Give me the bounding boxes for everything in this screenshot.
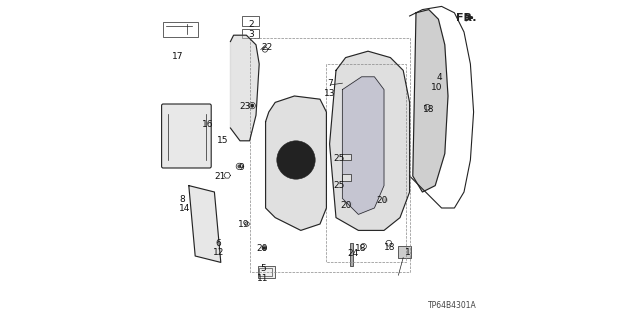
Bar — [259, 268, 272, 276]
Bar — [163, 22, 198, 37]
Bar — [351, 243, 353, 266]
Bar — [342, 154, 351, 160]
Circle shape — [290, 154, 302, 166]
Text: 3: 3 — [248, 30, 254, 39]
Text: 17: 17 — [172, 52, 183, 61]
Text: 21: 21 — [214, 172, 226, 181]
Bar — [342, 174, 351, 181]
Text: 16: 16 — [202, 120, 213, 129]
Text: 2: 2 — [248, 20, 254, 29]
Text: 20: 20 — [376, 196, 388, 205]
Text: 18: 18 — [423, 105, 435, 114]
Bar — [258, 266, 275, 278]
FancyBboxPatch shape — [161, 104, 211, 168]
Circle shape — [251, 104, 253, 107]
Circle shape — [277, 141, 315, 179]
Text: 25: 25 — [333, 154, 344, 163]
Circle shape — [264, 247, 265, 249]
Text: 5: 5 — [260, 264, 266, 273]
Text: 20: 20 — [256, 244, 268, 253]
Circle shape — [238, 165, 241, 168]
Text: 11: 11 — [257, 274, 269, 283]
Text: 8: 8 — [179, 195, 184, 204]
Text: 15: 15 — [218, 136, 228, 145]
Text: 9: 9 — [239, 163, 244, 172]
Text: 12: 12 — [212, 248, 224, 257]
Polygon shape — [230, 35, 259, 141]
Text: 4: 4 — [436, 73, 442, 82]
Circle shape — [384, 199, 386, 201]
Polygon shape — [266, 96, 326, 230]
Text: 22: 22 — [262, 43, 273, 52]
Circle shape — [283, 147, 309, 173]
Text: 25: 25 — [333, 181, 344, 190]
Text: 1: 1 — [405, 248, 411, 257]
Bar — [242, 16, 259, 26]
Polygon shape — [413, 10, 448, 192]
Bar — [398, 246, 412, 258]
Text: 18: 18 — [384, 243, 396, 252]
Text: 6: 6 — [216, 239, 221, 248]
Text: 10: 10 — [431, 83, 443, 92]
Text: 23: 23 — [239, 102, 250, 111]
Polygon shape — [342, 77, 384, 214]
Circle shape — [349, 203, 351, 205]
Text: 14: 14 — [179, 204, 191, 213]
Polygon shape — [189, 186, 221, 262]
Text: 24: 24 — [348, 249, 359, 258]
Text: 19: 19 — [238, 220, 250, 229]
Text: 13: 13 — [324, 89, 335, 98]
Polygon shape — [330, 51, 410, 230]
Text: 18: 18 — [355, 244, 367, 253]
Text: 7: 7 — [327, 79, 332, 88]
Bar — [242, 29, 259, 38]
Text: TP64B4301A: TP64B4301A — [428, 301, 477, 310]
Text: FR.: FR. — [456, 12, 477, 23]
Text: 20: 20 — [340, 201, 352, 210]
